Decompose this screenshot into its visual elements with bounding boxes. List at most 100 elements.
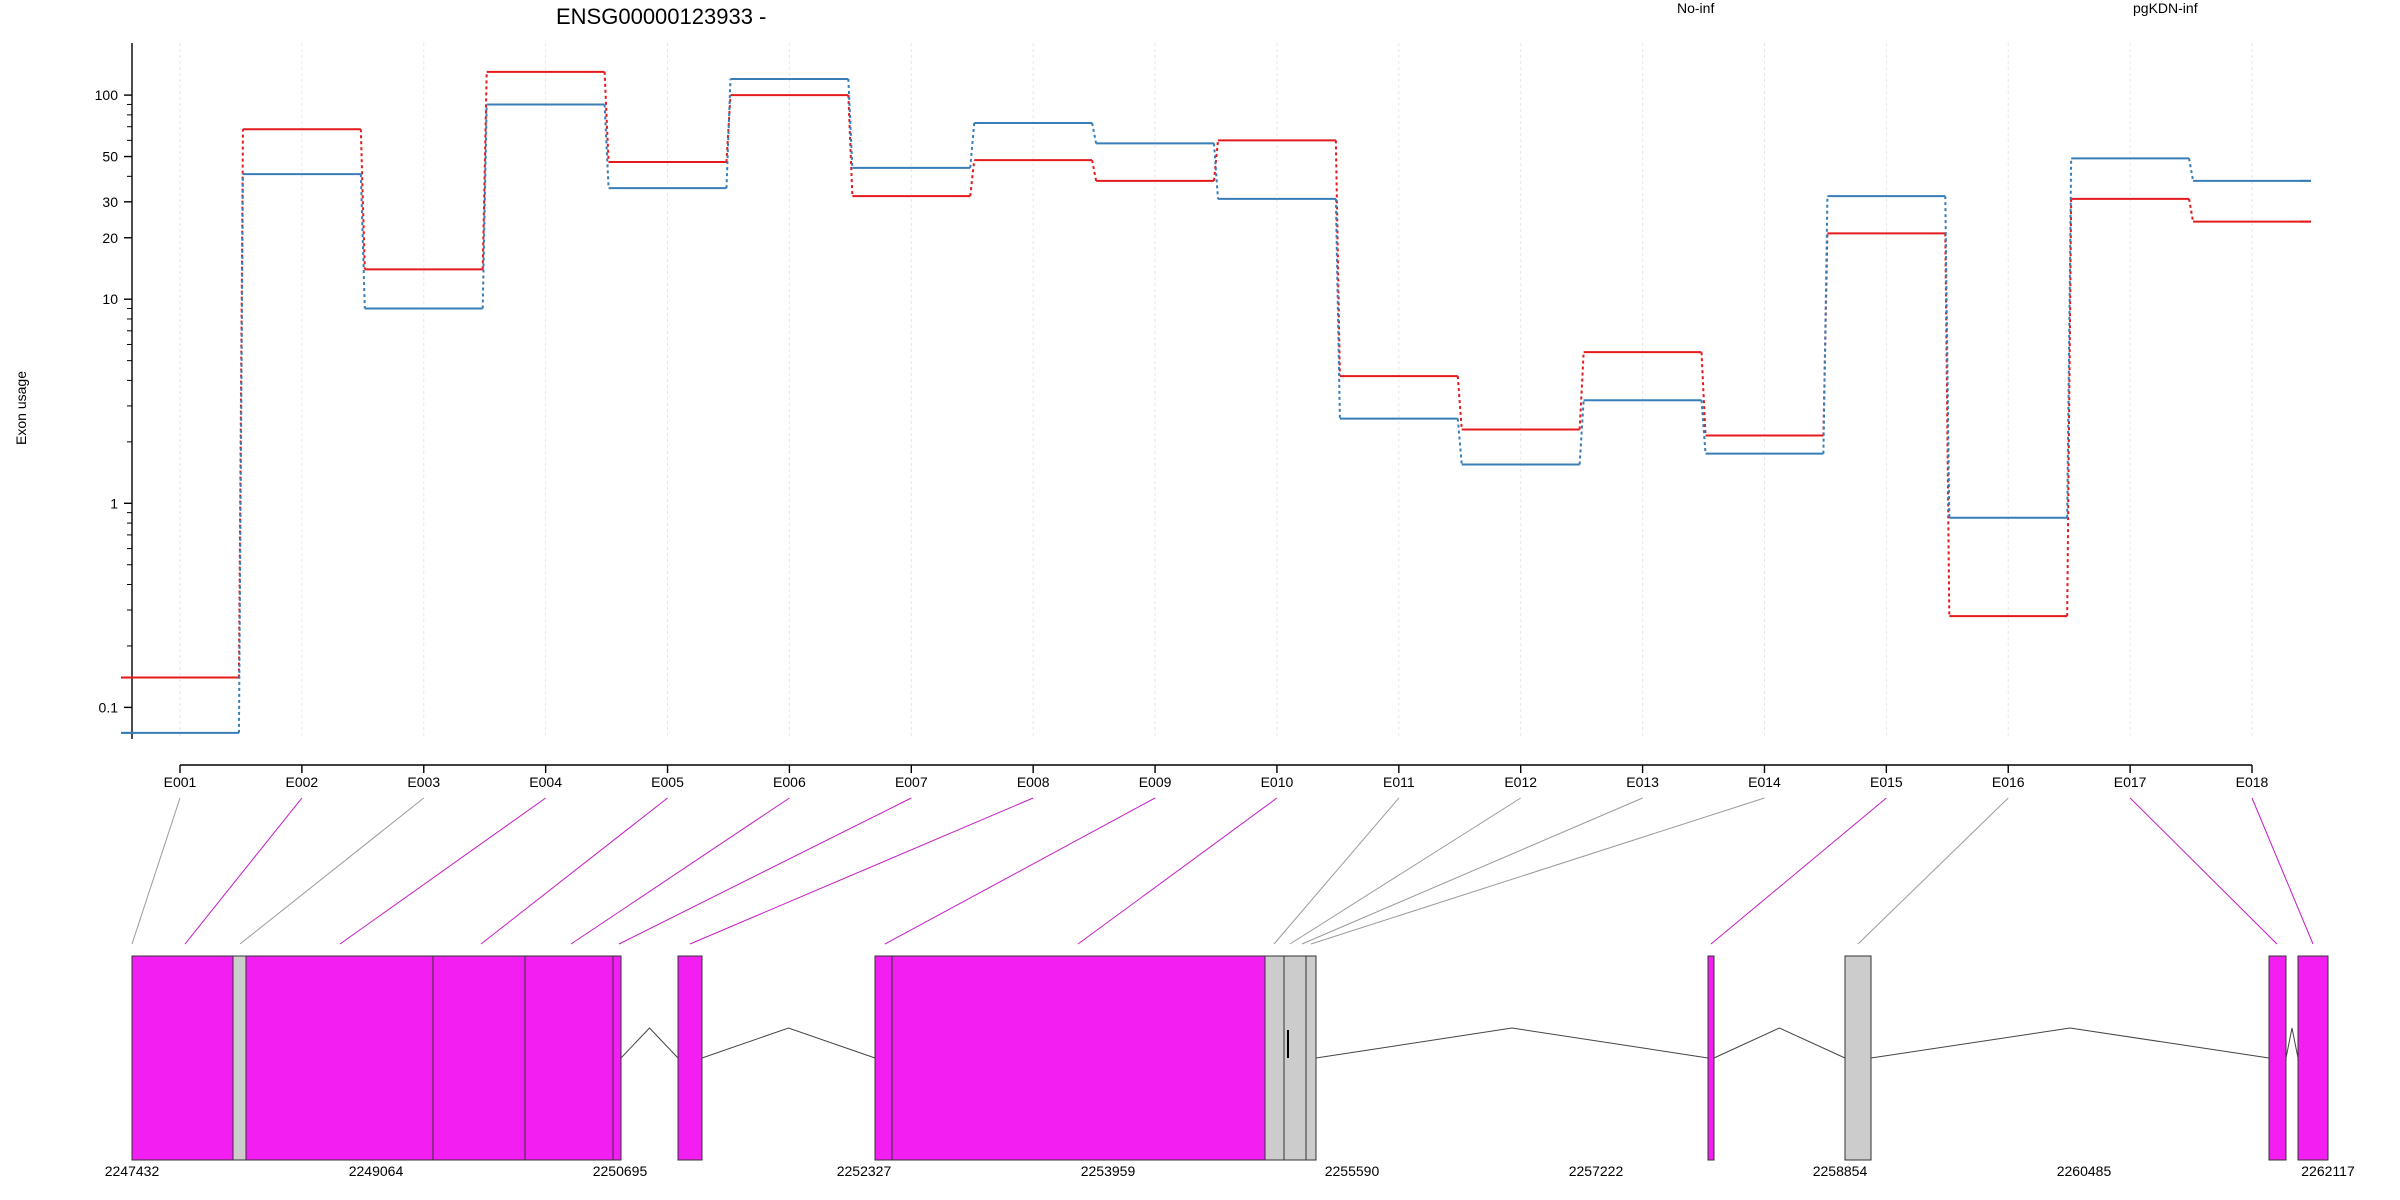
exon-connector — [1289, 797, 1521, 945]
genomic-tick-label: 2255590 — [1325, 1163, 1380, 1179]
x-tick-label: E013 — [1626, 774, 1659, 790]
exon-block — [874, 955, 893, 1161]
exon-connector — [480, 797, 668, 945]
series-transition — [1334, 140, 1341, 377]
x-tick-label: E014 — [1748, 774, 1781, 790]
exon-block — [432, 955, 526, 1161]
exon-connector — [884, 797, 1156, 945]
series-transition — [2188, 158, 2195, 182]
chart-title: ENSG00000123933 - — [556, 4, 766, 29]
series-transition — [969, 122, 976, 168]
exon-block — [131, 955, 234, 1161]
series-transition — [1700, 400, 1707, 454]
exon-block — [1707, 955, 1715, 1161]
series-transition — [1213, 140, 1219, 181]
axes — [131, 43, 2252, 766]
x-tick-label: E003 — [407, 774, 440, 790]
exon-connector — [339, 797, 546, 945]
y-tick-label: 20 — [102, 230, 118, 246]
genomic-tick-label: 2262117 — [2301, 1163, 2355, 1179]
genomic-tick-label: 2253959 — [1081, 1163, 1136, 1179]
series-transition — [237, 129, 244, 678]
exon-connector — [1273, 797, 1400, 945]
x-tick-label: E017 — [2114, 774, 2147, 790]
x-tick-label: E005 — [651, 774, 684, 790]
exon-block — [612, 955, 622, 1161]
y-tick-label: 50 — [102, 149, 118, 165]
exon-block — [891, 955, 1266, 1161]
genomic-tick-label: 2258854 — [1813, 1163, 1868, 1179]
series-transition — [1213, 143, 1219, 199]
exon-connector — [618, 797, 912, 945]
series-transition — [359, 174, 366, 309]
intron — [2285, 1027, 2299, 1059]
exon-connector — [1857, 797, 2009, 945]
series-transition — [1091, 122, 1098, 144]
intron — [701, 1027, 876, 1059]
legend-entry-no-inf: No-inf — [1677, 0, 1714, 16]
series-transition — [1700, 352, 1707, 436]
intron — [1870, 1027, 2270, 1059]
exon-block — [232, 955, 247, 1161]
exon-connector — [131, 797, 181, 945]
series-transition — [1944, 233, 1951, 617]
y-tick-label: 1 — [110, 495, 118, 511]
exon-block — [524, 955, 614, 1161]
genomic-tick-label: 2250695 — [593, 1163, 648, 1179]
series-transition — [1456, 418, 1463, 465]
exon-connector — [1310, 797, 1765, 945]
x-tick-label: E010 — [1261, 774, 1294, 790]
genomic-tick-label: 2260485 — [2057, 1163, 2112, 1179]
x-tick-label: E018 — [2236, 774, 2269, 790]
x-tick-label: E012 — [1504, 774, 1537, 790]
exon-connector — [689, 797, 1034, 945]
genomic-tick-label: 2249064 — [349, 1163, 404, 1179]
exon-block — [1264, 955, 1285, 1161]
exon-connector — [1301, 797, 1643, 945]
exon-connector — [570, 797, 790, 945]
genomic-tick-label: 2252327 — [837, 1163, 892, 1179]
gridlines — [179, 43, 2253, 739]
series-transition — [1456, 376, 1463, 430]
genomic-tick-label: 2257222 — [1569, 1163, 1624, 1179]
series-lines — [121, 70, 2311, 734]
series-transition — [1578, 352, 1585, 430]
exon-block — [245, 955, 434, 1161]
series-transition — [481, 104, 488, 309]
x-tick-label: E004 — [529, 774, 562, 790]
exon-connector — [1710, 797, 1887, 945]
exon-connector — [1077, 797, 1278, 945]
series-transition — [603, 104, 610, 189]
exon-block — [2297, 955, 2329, 1161]
series-pgKDN-inf — [121, 77, 2311, 734]
exon-block — [1844, 955, 1872, 1161]
x-tick-label: E015 — [1870, 774, 1903, 790]
exon-block — [2268, 955, 2287, 1161]
y-tick-label: 0.1 — [99, 699, 119, 715]
exon-connector — [2251, 797, 2314, 945]
x-tick-label: E011 — [1383, 774, 1415, 790]
y-axis-ticks: 0.1 1 10 20 30 50 100 — [95, 87, 132, 715]
series-transition — [847, 78, 854, 168]
x-tick-label: E001 — [164, 774, 197, 790]
gene-model — [131, 955, 2329, 1161]
series-transition — [725, 78, 732, 189]
x-tick-label: E008 — [1017, 774, 1050, 790]
y-axis-label: Exon usage — [13, 371, 29, 445]
y-tick-label: 30 — [102, 194, 118, 210]
x-tick-label: E016 — [1992, 774, 2025, 790]
exon-connector — [239, 797, 425, 945]
series-transition — [1091, 159, 1098, 182]
y-tick-label: 10 — [102, 291, 118, 307]
x-tick-label: E009 — [1139, 774, 1172, 790]
intron — [1713, 1027, 1846, 1059]
x-tick-label: E002 — [286, 774, 319, 790]
x-tick-label: E006 — [773, 774, 806, 790]
intron — [620, 1027, 679, 1059]
genomic-tick-label: 2247432 — [105, 1163, 160, 1179]
series-transition — [969, 160, 976, 197]
series-transition — [725, 95, 732, 163]
x-axis-ticks: E001 E002 E003 E004 E005 E006 E007 E008 E009 E010… — [164, 765, 2269, 790]
exon-connector — [184, 797, 303, 945]
